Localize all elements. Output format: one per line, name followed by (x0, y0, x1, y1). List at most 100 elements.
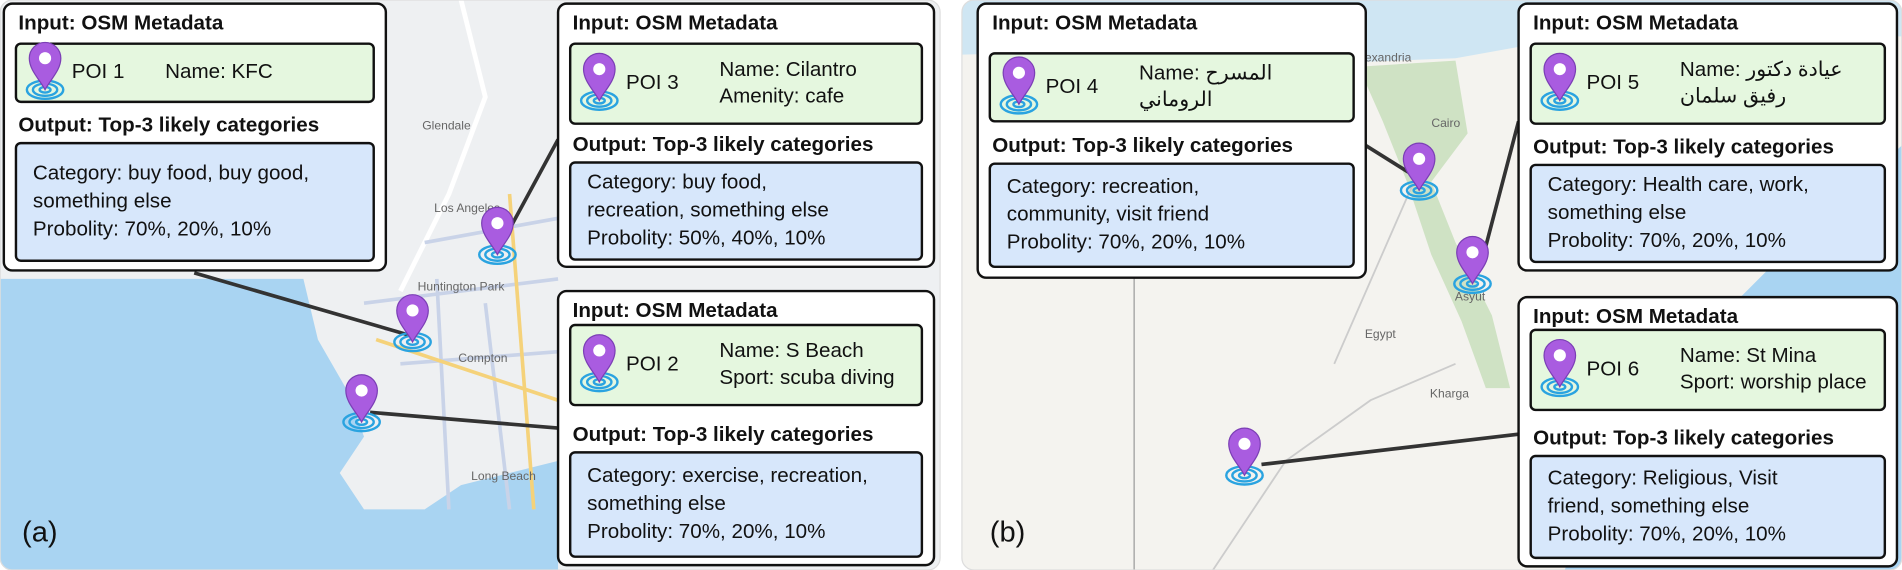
map-label: Huntington Park (418, 280, 506, 294)
output-box (1529, 163, 1887, 264)
output-box (568, 161, 924, 261)
pin-dot (1466, 246, 1479, 259)
pin (1002, 56, 1036, 106)
metadata-line: Name: KFC (165, 60, 273, 83)
pin-dot (593, 344, 606, 357)
metadata-box (568, 42, 924, 125)
output-heading: Output: Top-3 likely categories (992, 134, 1293, 157)
pin (396, 294, 429, 344)
pin-dot (1553, 349, 1566, 362)
pin (1402, 142, 1436, 192)
output-line: Category: buy food, buy good, (33, 161, 309, 184)
map-label: Alexandria (1354, 50, 1411, 64)
input-heading: Input: OSM Metadata (992, 12, 1197, 35)
pin (582, 52, 616, 103)
output-line: something else (587, 492, 726, 515)
poi-id: POI 5 (1586, 71, 1639, 94)
pin-dot (1238, 437, 1251, 450)
map-label: Kharga (1430, 386, 1469, 400)
output-line: Probolity: 70%, 20%, 10% (1548, 229, 1786, 252)
output-line: Category: Health care, work, (1548, 173, 1809, 196)
metadata-line: Sport: worship place (1680, 371, 1867, 394)
pin (28, 41, 62, 92)
metadata-line: Sport: scuba diving (719, 366, 894, 389)
map-label: Compton (458, 351, 507, 365)
output-line: Probolity: 70%, 20%, 10% (587, 520, 825, 543)
pin-dot (593, 63, 606, 76)
pin-dot (1553, 63, 1566, 76)
metadata-line: Amenity: cafe (719, 84, 844, 107)
input-heading: Input: OSM Metadata (1533, 305, 1738, 328)
panel-label: (b) (990, 516, 1026, 548)
output-line: Category: exercise, recreation, (587, 464, 868, 487)
output-heading: Output: Top-3 likely categories (573, 133, 874, 156)
pin (582, 334, 616, 384)
sea (0, 278, 559, 570)
pin (1456, 235, 1489, 286)
map-label: Cairo (1431, 116, 1460, 130)
input-heading: Input: OSM Metadata (573, 12, 778, 35)
output-line: Probolity: 70%, 20%, 10% (33, 217, 271, 240)
output-box (1529, 454, 1887, 560)
map-label: Los Angeles (434, 201, 500, 215)
output-line: Category: buy food, (587, 171, 767, 194)
metadata-line: Name: Cilantro (719, 58, 856, 81)
panel-label: (a) (22, 516, 58, 548)
pin (345, 374, 378, 424)
metadata-line: Name: S Beach (719, 339, 863, 362)
poi-id: POI 3 (626, 71, 679, 94)
nile-valley (1358, 60, 1511, 389)
connector (193, 271, 409, 337)
map-label: Long Beach (471, 469, 536, 483)
metadata-line: Name: المسرح (1139, 61, 1272, 84)
output-line: something else (1548, 201, 1687, 224)
output-line: something else (33, 189, 172, 212)
output-heading: Output: Top-3 likely categories (18, 114, 319, 137)
panel-border (0, 0, 941, 570)
metadata-box (568, 323, 924, 407)
metadata-box (14, 42, 375, 104)
pin (1543, 339, 1577, 389)
road (1212, 169, 1456, 570)
output-line: Category: recreation, (1007, 175, 1199, 198)
metadata-line: رفيق سلمان (1680, 84, 1786, 107)
pin (1228, 427, 1261, 477)
output-line: Probolity: 70%, 20%, 10% (1548, 522, 1786, 545)
output-heading: Output: Top-3 likely categories (1533, 135, 1834, 158)
output-line: recreation, something else (587, 198, 829, 221)
pin-dot (355, 384, 368, 397)
pin-dot (491, 217, 504, 230)
map-label: Glendale (422, 118, 471, 132)
connector (1261, 432, 1519, 467)
metadata-line: Name: St Mina (1680, 344, 1817, 367)
map-label: Egypt (1365, 327, 1397, 341)
output-line: Probolity: 70%, 20%, 10% (1007, 231, 1245, 254)
pin-dot (39, 52, 52, 65)
poi-id: POI 6 (1586, 357, 1639, 380)
pin (1543, 52, 1577, 103)
poi-id: POI 2 (626, 352, 679, 375)
output-heading: Output: Top-3 likely categories (1533, 426, 1834, 449)
output-line: Category: Religious, Visit (1548, 466, 1778, 489)
pin-dot (1012, 66, 1025, 79)
pin-dot (406, 304, 419, 317)
output-line: community, visit friend (1007, 203, 1209, 226)
poi-id: POI 1 (72, 60, 125, 83)
metadata-box (1529, 328, 1887, 412)
output-line: Probolity: 50%, 40%, 10% (587, 226, 825, 249)
poi-id: POI 4 (1046, 75, 1099, 98)
metadata-box (988, 52, 1355, 123)
output-line: friend, something else (1548, 494, 1750, 517)
input-heading: Input: OSM Metadata (18, 12, 223, 35)
input-heading: Input: OSM Metadata (573, 299, 778, 322)
connector (369, 410, 559, 430)
metadata-line: الروماني (1139, 88, 1213, 111)
output-box (988, 162, 1355, 269)
output-heading: Output: Top-3 likely categories (573, 423, 874, 446)
input-heading: Input: OSM Metadata (1533, 12, 1738, 35)
metadata-line: Name: عيادة دكتور (1680, 58, 1843, 81)
pin-dot (1413, 152, 1426, 165)
metadata-box (1529, 42, 1887, 125)
pin (481, 206, 514, 257)
